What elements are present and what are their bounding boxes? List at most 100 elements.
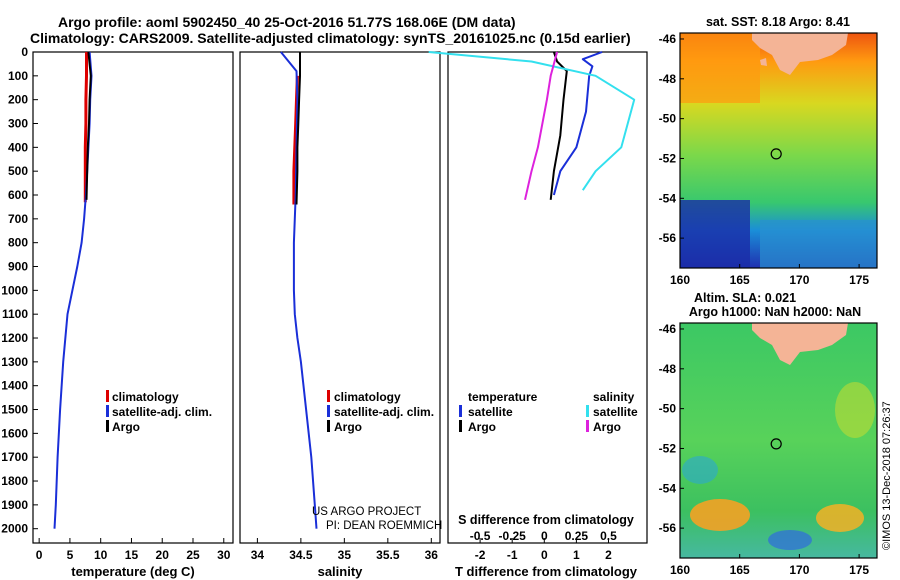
sst-warm-patch bbox=[680, 33, 760, 103]
lat-tick-label: -54 bbox=[659, 481, 677, 495]
legend-satellite-swatch bbox=[327, 405, 330, 417]
lat-tick-label: -54 bbox=[659, 191, 677, 205]
argo-position-marker bbox=[770, 438, 782, 450]
x-tick-label: 1 bbox=[573, 548, 580, 562]
land-mass bbox=[752, 323, 848, 365]
legend-climatology-swatch bbox=[327, 390, 330, 402]
temperature-plot-frame bbox=[32, 51, 234, 544]
credits-line-1: US ARGO PROJECT bbox=[312, 506, 421, 518]
depth-tick-label: 200 bbox=[8, 93, 28, 107]
series-line-sal_satellite bbox=[428, 51, 636, 191]
x-tick-label: -2 bbox=[475, 548, 486, 562]
legend-s-satellite-swatch bbox=[586, 405, 589, 417]
temperature-axis-label: temperature (deg C) bbox=[71, 564, 195, 579]
depth-tick-label: 1000 bbox=[1, 283, 28, 297]
sla-high-patch bbox=[690, 499, 750, 531]
title-line-2: Climatology: CARS2009. Satellite-adjuste… bbox=[30, 30, 631, 46]
depth-tick-label: 1800 bbox=[1, 474, 28, 488]
title-line-1: Argo profile: aoml 5902450_40 25-Oct-201… bbox=[58, 14, 516, 30]
lon-tick-label: 165 bbox=[730, 563, 750, 577]
sla-map-title-2: Argo h1000: NaN h2000: NaN bbox=[689, 305, 861, 319]
lon-tick-label: 160 bbox=[670, 273, 690, 287]
lat-tick-label: -48 bbox=[659, 72, 677, 86]
salinity-axis-label: salinity bbox=[318, 564, 364, 579]
salinity-series bbox=[280, 51, 318, 529]
depth-tick-label: 1900 bbox=[1, 498, 28, 512]
sst-map: sat. SST: 8.18 Argo: 8.41 -46 -48 -50 -52 -5… bbox=[659, 15, 878, 287]
t-difference-axis-label: T difference from climatology bbox=[455, 564, 638, 579]
legend-t-satellite-label: satellite bbox=[468, 405, 513, 419]
x-tick-label: 34.5 bbox=[289, 548, 313, 562]
lat-tick-label: -50 bbox=[659, 402, 677, 416]
x-tick-label: -1 bbox=[507, 548, 518, 562]
sla-low-patch bbox=[682, 456, 718, 484]
lat-tick-label: -56 bbox=[659, 521, 677, 535]
imos-timestamp: ©IMOS 13-Dec-2018 07:26:37 bbox=[881, 401, 893, 550]
temperature-series bbox=[53, 51, 93, 529]
depth-tick-label: 600 bbox=[8, 188, 28, 202]
legend-t-argo-label: Argo bbox=[468, 420, 496, 434]
legend-climatology-swatch bbox=[106, 390, 109, 402]
depth-y-ticks: 0 100 200 300 400 500 600 700 800 900 1000 1100 1200… bbox=[1, 45, 453, 536]
difference-panel: -2 -1 0 1 2 -0.5 -0.25 0 0.25 0.5 T difference f… bbox=[428, 51, 648, 579]
series-line-satellite bbox=[552, 51, 603, 196]
depth-tick-label: 1300 bbox=[1, 355, 28, 369]
legend-s-argo-label: Argo bbox=[593, 420, 621, 434]
sla-map-title-1: Altim. SLA: 0.021 bbox=[694, 291, 796, 305]
lat-tick-label: -48 bbox=[659, 362, 677, 376]
lat-tick-label: -46 bbox=[659, 322, 677, 336]
depth-tick-label: 0 bbox=[21, 45, 28, 59]
legend-argo-label: Argo bbox=[334, 420, 362, 434]
salinity-panel: 34 34.5 35 35.5 36 salinity climatology sate… bbox=[239, 51, 442, 579]
lat-tick-label: -50 bbox=[659, 112, 677, 126]
depth-tick-label: 500 bbox=[8, 164, 28, 178]
x-tick-label: 34 bbox=[251, 548, 265, 562]
legend-climatology-label: climatology bbox=[112, 390, 179, 404]
s-tick-label: -0.25 bbox=[499, 529, 527, 543]
legend-t-satellite-swatch bbox=[459, 405, 462, 417]
sla-yellow-patch bbox=[835, 382, 875, 438]
depth-tick-label: 1500 bbox=[1, 403, 28, 417]
series-line-climatology bbox=[83, 52, 88, 203]
series-line-argo bbox=[295, 52, 301, 205]
depth-tick-label: 300 bbox=[8, 117, 28, 131]
t-difference-x-ticks: -2 -1 0 1 2 bbox=[475, 538, 612, 562]
lon-tick-label: 160 bbox=[670, 563, 690, 577]
x-tick-label: 15 bbox=[125, 548, 139, 562]
s-tick-label: 0 bbox=[541, 529, 548, 543]
sla-high-patch bbox=[816, 504, 864, 532]
series-line-argo bbox=[549, 51, 568, 200]
salinity-legend: climatology satellite-adj. clim. Argo bbox=[327, 390, 434, 434]
series-line-argo bbox=[85, 51, 92, 200]
depth-tick-label: 2000 bbox=[1, 522, 28, 536]
difference-legend: temperature salinity satellite Argo sate… bbox=[459, 390, 638, 434]
sla-map-ticks: -46 -48 -50 -52 -54 -56 160 165 170 175 bbox=[659, 322, 870, 577]
s-difference-axis-label: S difference from climatology bbox=[458, 513, 634, 527]
depth-tick-label: 1700 bbox=[1, 450, 28, 464]
x-tick-label: 36 bbox=[425, 548, 439, 562]
lat-tick-label: -56 bbox=[659, 231, 677, 245]
sst-map-frame bbox=[679, 32, 878, 269]
s-tick-label: 0.25 bbox=[565, 529, 589, 543]
s-tick-label: -0.5 bbox=[470, 529, 491, 543]
legend-s-argo-swatch bbox=[586, 420, 589, 432]
series-line-sal_argo bbox=[524, 51, 559, 201]
x-tick-label: 30 bbox=[217, 548, 231, 562]
legend-argo-swatch bbox=[327, 420, 330, 432]
x-tick-label: 10 bbox=[94, 548, 108, 562]
x-tick-label: 20 bbox=[156, 548, 170, 562]
depth-tick-label: 1400 bbox=[1, 379, 28, 393]
legend-salinity-header: salinity bbox=[593, 390, 635, 404]
depth-tick-label: 1600 bbox=[1, 426, 28, 440]
difference-plot-frame bbox=[447, 51, 648, 544]
legend-climatology-label: climatology bbox=[334, 390, 401, 404]
depth-tick-label: 100 bbox=[8, 69, 28, 83]
legend-s-satellite-label: satellite bbox=[593, 405, 638, 419]
credits-line-2: PI: DEAN ROEMMICH bbox=[326, 520, 442, 532]
lon-tick-label: 170 bbox=[789, 563, 809, 577]
legend-satellite-label: satellite-adj. clim. bbox=[334, 405, 434, 419]
depth-tick-label: 900 bbox=[8, 260, 28, 274]
s-difference-x-ticks: -0.5 -0.25 0 0.25 0.5 bbox=[470, 529, 617, 543]
argo-position-marker bbox=[770, 148, 782, 160]
